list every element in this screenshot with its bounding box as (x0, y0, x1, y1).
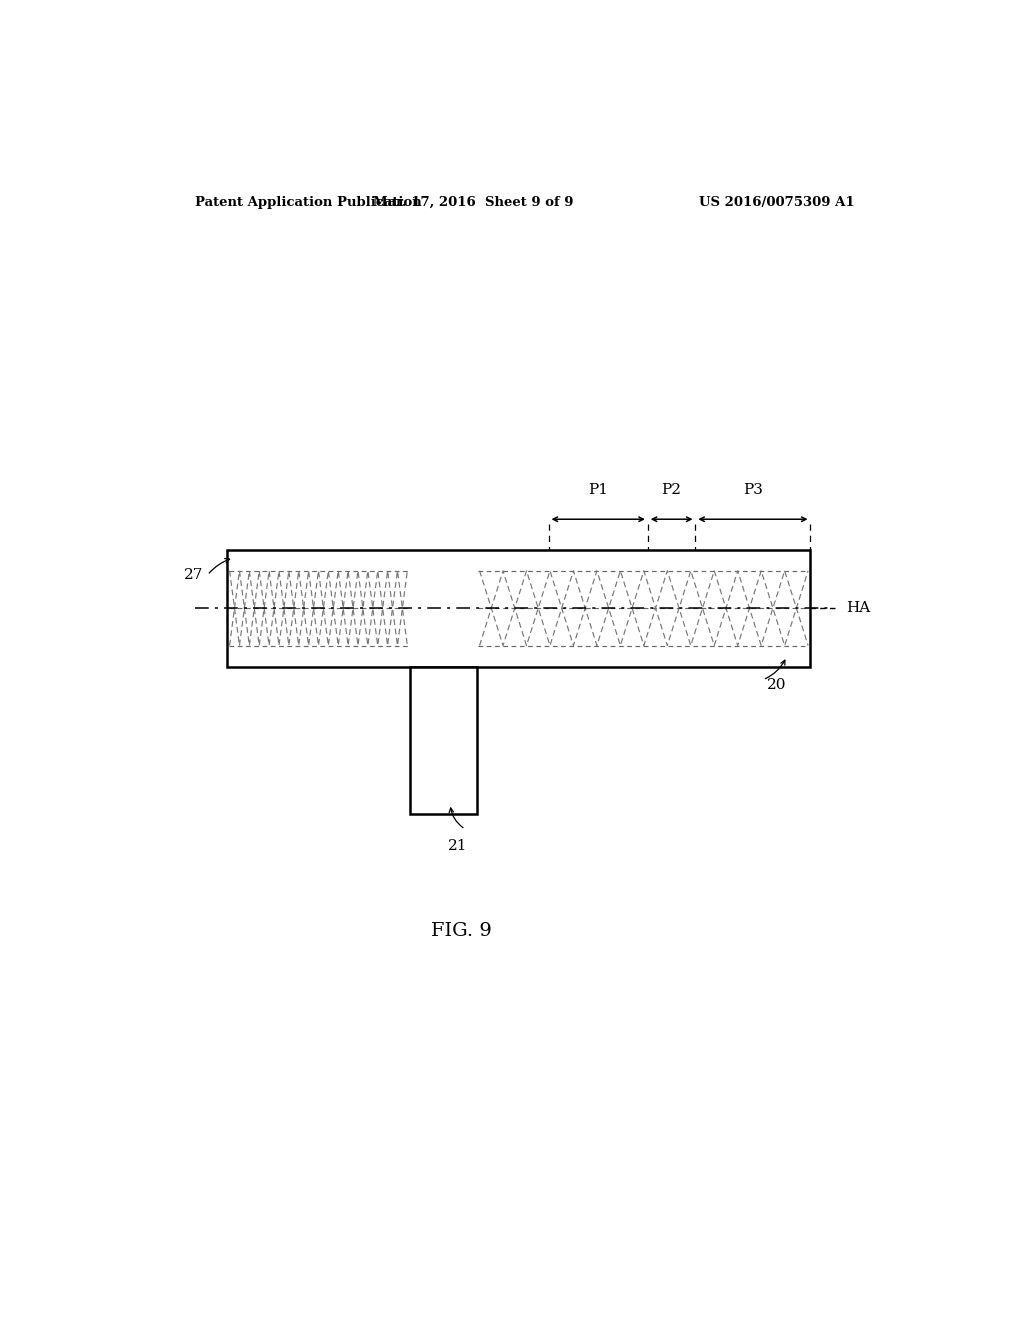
Text: P1: P1 (588, 483, 608, 496)
Text: FIG. 9: FIG. 9 (431, 921, 492, 940)
Text: P3: P3 (743, 483, 763, 496)
Text: Mar. 17, 2016  Sheet 9 of 9: Mar. 17, 2016 Sheet 9 of 9 (373, 195, 573, 209)
Bar (410, 667, 477, 814)
Text: US 2016/0075309 A1: US 2016/0075309 A1 (698, 195, 854, 209)
Text: 21: 21 (447, 840, 467, 854)
Text: HA: HA (846, 601, 870, 615)
Text: 27: 27 (184, 568, 204, 582)
Bar (227, 549, 811, 667)
Text: P2: P2 (662, 483, 682, 496)
Text: 20: 20 (767, 678, 786, 692)
Text: Patent Application Publication: Patent Application Publication (196, 195, 422, 209)
